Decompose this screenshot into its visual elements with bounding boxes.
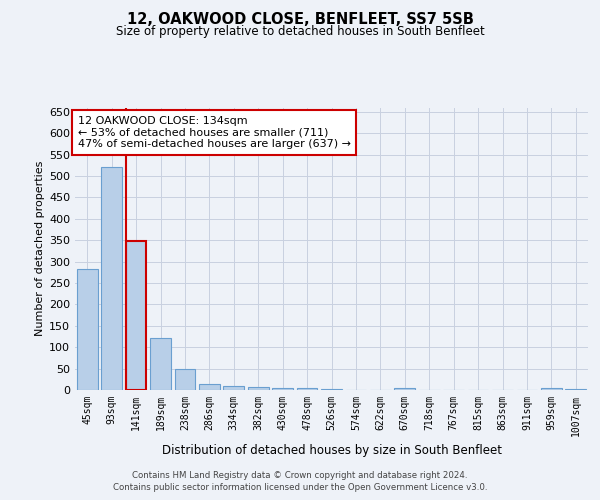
Bar	[199, 384, 220, 390]
Bar	[150, 338, 171, 390]
Bar	[394, 388, 415, 390]
Bar	[541, 388, 562, 390]
Bar	[248, 386, 269, 390]
Bar	[125, 242, 146, 390]
Bar	[565, 389, 586, 390]
Text: 12 OAKWOOD CLOSE: 134sqm
← 53% of detached houses are smaller (711)
47% of semi-: 12 OAKWOOD CLOSE: 134sqm ← 53% of detach…	[77, 116, 350, 149]
Text: 12, OAKWOOD CLOSE, BENFLEET, SS7 5SB: 12, OAKWOOD CLOSE, BENFLEET, SS7 5SB	[127, 12, 473, 28]
X-axis label: Distribution of detached houses by size in South Benfleet: Distribution of detached houses by size …	[161, 444, 502, 458]
Bar	[101, 166, 122, 390]
Text: Contains public sector information licensed under the Open Government Licence v3: Contains public sector information licen…	[113, 484, 487, 492]
Text: Contains HM Land Registry data © Crown copyright and database right 2024.: Contains HM Land Registry data © Crown c…	[132, 471, 468, 480]
Bar	[296, 388, 317, 390]
Bar	[77, 269, 98, 390]
Bar	[223, 386, 244, 390]
Bar	[321, 389, 342, 390]
Bar	[272, 388, 293, 390]
Y-axis label: Number of detached properties: Number of detached properties	[35, 161, 45, 336]
Text: Size of property relative to detached houses in South Benfleet: Size of property relative to detached ho…	[116, 25, 484, 38]
Bar	[175, 370, 196, 390]
